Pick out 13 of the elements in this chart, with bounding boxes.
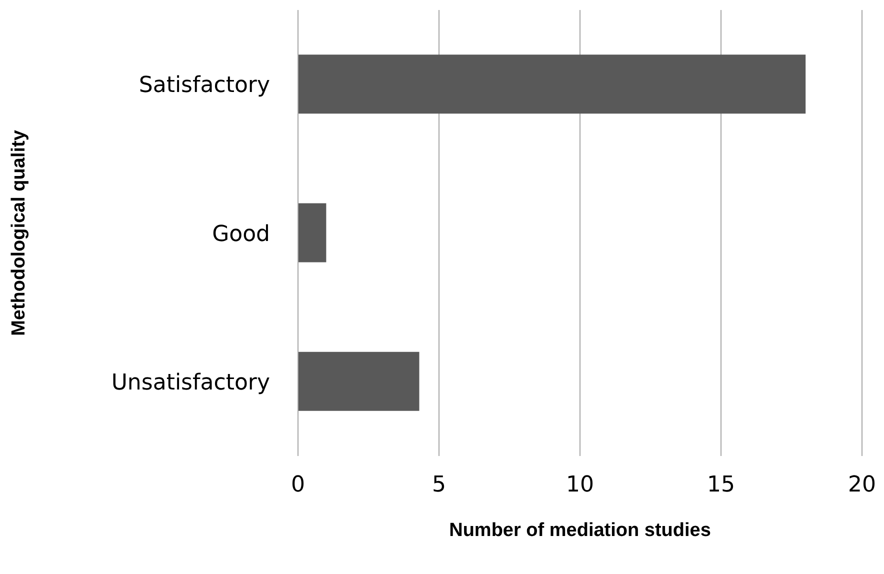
bar xyxy=(298,54,806,114)
x-axis-title: Number of mediation studies xyxy=(449,520,711,541)
bar xyxy=(298,203,326,262)
x-tick-label: 15 xyxy=(707,472,735,498)
x-tick-label: 20 xyxy=(848,472,876,498)
y-axis-title: Methodological quality xyxy=(8,130,30,336)
x-tick-label: 5 xyxy=(432,472,446,498)
bar xyxy=(298,352,420,411)
y-tick-label: Satisfactory xyxy=(138,73,270,98)
x-tick-label: 10 xyxy=(566,472,594,498)
y-tick-label: Good xyxy=(212,222,270,247)
x-tick-label: 0 xyxy=(291,472,305,498)
y-tick-label: Unsatisfactory xyxy=(111,370,270,396)
